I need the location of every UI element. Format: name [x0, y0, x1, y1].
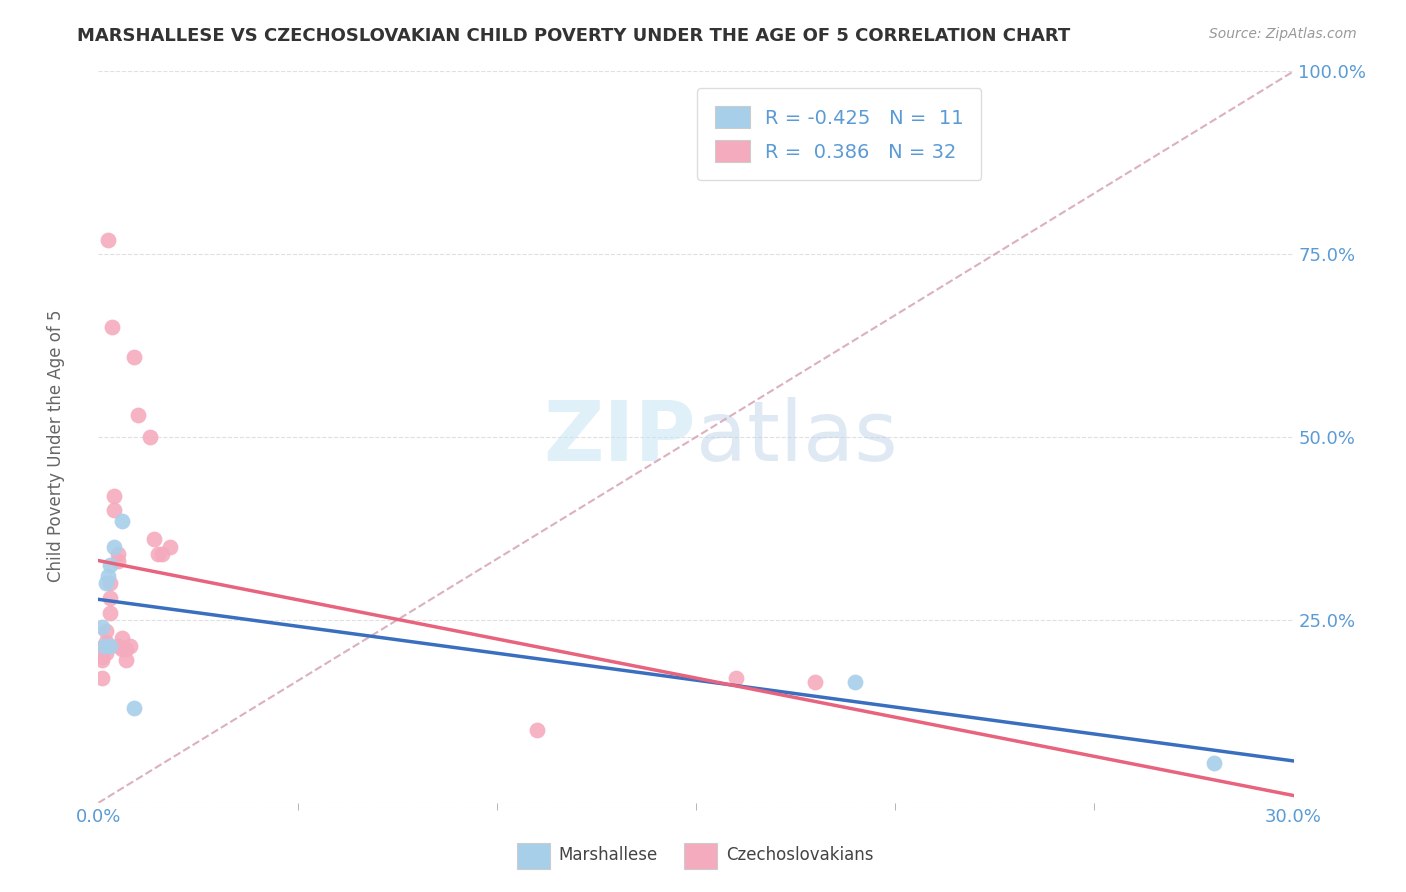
- Point: [96, 624, 118, 638]
- Text: MARSHALLESE VS CZECHOSLOVAKIAN CHILD POVERTY UNDER THE AGE OF 5 CORRELATION CHAR: MARSHALLESE VS CZECHOSLOVAKIAN CHILD POV…: [77, 27, 1070, 45]
- Text: Child Poverty Under the Age of 5: Child Poverty Under the Age of 5: [48, 310, 65, 582]
- Text: ZIP: ZIP: [544, 397, 696, 477]
- Point: [98, 558, 122, 573]
- Point: [148, 547, 170, 561]
- Point: [111, 642, 134, 657]
- Text: Marshallese: Marshallese: [558, 847, 658, 864]
- Point: [103, 503, 125, 517]
- Point: [143, 533, 166, 547]
- Point: [111, 632, 134, 646]
- Point: [107, 554, 129, 568]
- Point: [844, 675, 866, 690]
- Point: [91, 653, 114, 667]
- Point: [124, 700, 146, 714]
- Point: [96, 635, 118, 649]
- Point: [127, 408, 149, 422]
- Point: [724, 672, 747, 686]
- Point: [526, 723, 548, 737]
- Point: [93, 639, 115, 653]
- Point: [139, 430, 162, 444]
- Point: [124, 350, 146, 364]
- FancyBboxPatch shape: [685, 843, 717, 869]
- Text: atlas: atlas: [696, 397, 897, 477]
- Point: [159, 540, 181, 554]
- Text: Source: ZipAtlas.com: Source: ZipAtlas.com: [1209, 27, 1357, 41]
- Point: [115, 653, 138, 667]
- Point: [97, 569, 120, 583]
- Point: [115, 642, 138, 657]
- Point: [107, 639, 129, 653]
- Point: [804, 675, 827, 690]
- Point: [150, 547, 173, 561]
- Point: [98, 606, 122, 620]
- Point: [97, 233, 120, 247]
- Legend: R = -0.425   N =  11, R =  0.386   N = 32: R = -0.425 N = 11, R = 0.386 N = 32: [697, 88, 981, 180]
- Text: Czechoslovakians: Czechoslovakians: [725, 847, 873, 864]
- Point: [98, 576, 122, 591]
- Point: [107, 547, 129, 561]
- Point: [98, 639, 122, 653]
- Point: [96, 646, 118, 660]
- Point: [98, 591, 122, 605]
- Point: [93, 639, 115, 653]
- Point: [91, 620, 114, 634]
- Point: [111, 514, 134, 528]
- Point: [91, 649, 114, 664]
- Point: [1202, 756, 1225, 770]
- Point: [91, 672, 114, 686]
- Point: [101, 320, 124, 334]
- Point: [103, 540, 125, 554]
- FancyBboxPatch shape: [517, 843, 550, 869]
- Point: [120, 639, 142, 653]
- Point: [96, 576, 118, 591]
- Point: [103, 489, 125, 503]
